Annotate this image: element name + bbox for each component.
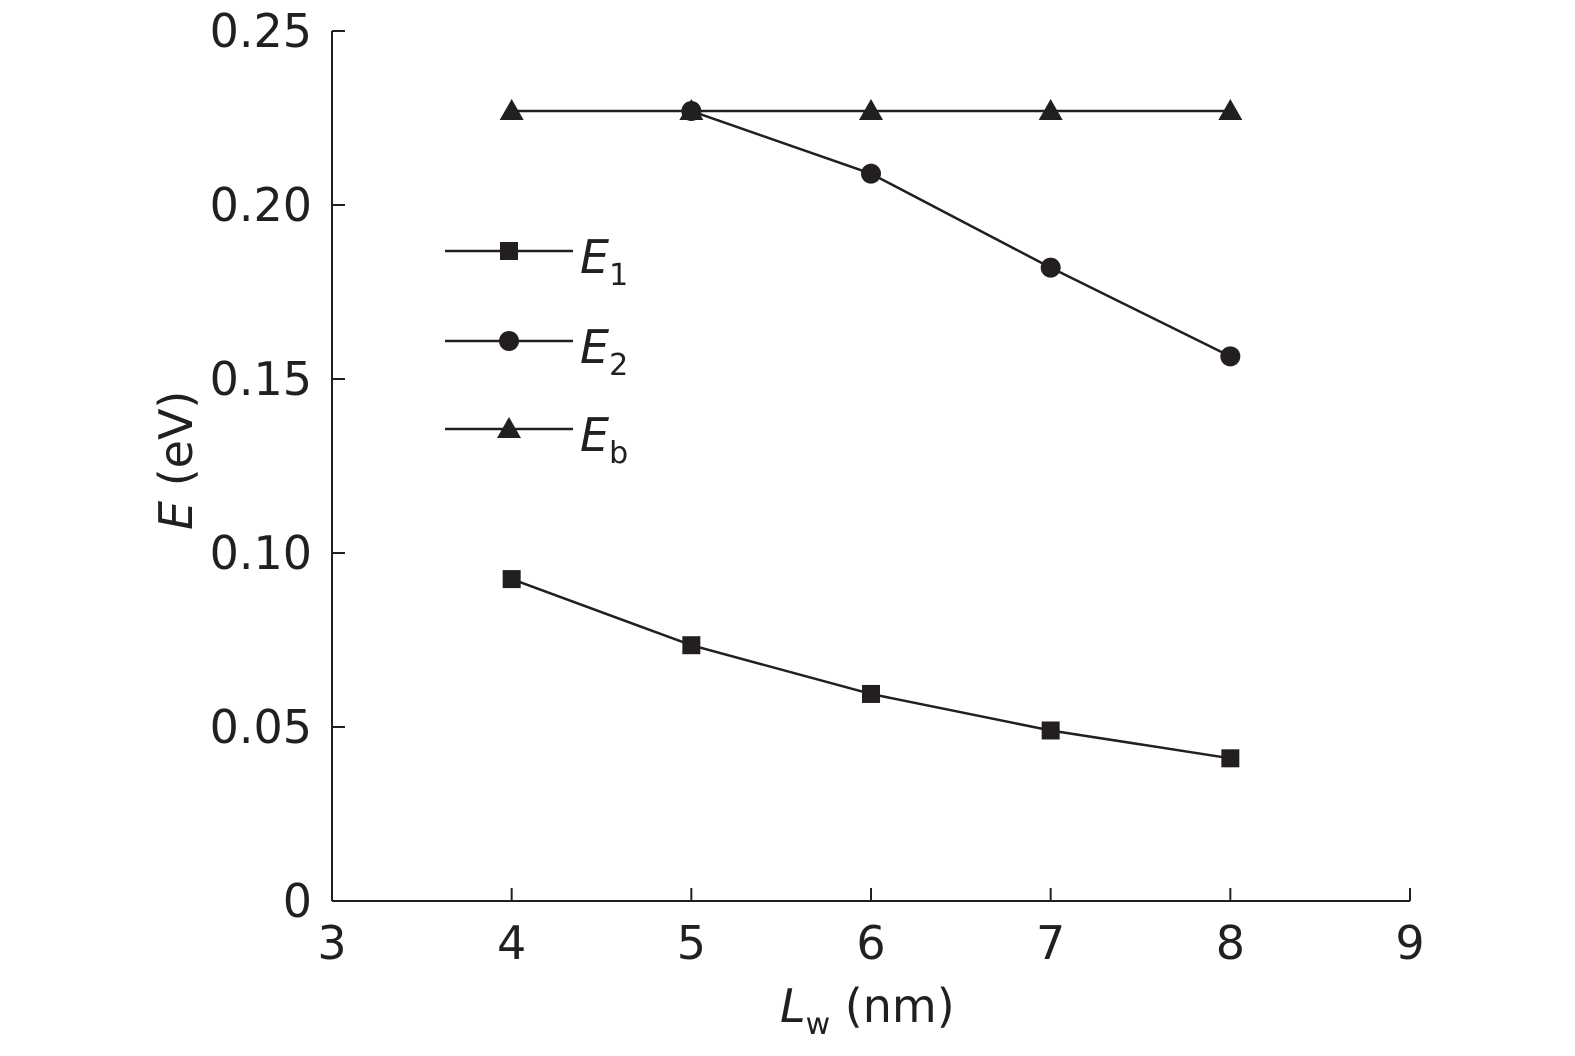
series-layer xyxy=(499,99,1243,768)
x-axis-title-unit: (nm) xyxy=(830,979,954,1033)
legend-label-sub: 2 xyxy=(609,348,628,383)
data-point-E2 xyxy=(861,163,881,184)
legend-marker xyxy=(500,242,518,260)
legend-marker xyxy=(497,417,521,438)
legend-item-E2: E2 xyxy=(445,320,628,383)
series-Eb xyxy=(499,99,1243,121)
data-point-E1 xyxy=(862,684,880,703)
legend-label: E1 xyxy=(580,230,628,293)
data-point-E2 xyxy=(1040,257,1061,278)
y-axis-title-main: E xyxy=(149,501,203,530)
y-tick-label: 0.25 xyxy=(210,4,312,58)
x-axis-title-sub: w xyxy=(806,1007,831,1042)
data-point-Eb xyxy=(1038,99,1063,121)
data-point-E1 xyxy=(682,636,701,655)
legend-item-Eb: Eb xyxy=(445,408,628,471)
y-tick-label: 0 xyxy=(283,874,312,928)
data-point-E1 xyxy=(502,570,521,589)
series-E1 xyxy=(502,570,1240,768)
legend-item-E1: E1 xyxy=(445,230,628,293)
data-point-E1 xyxy=(1221,749,1240,768)
y-axis-title-unit: (eV) xyxy=(149,391,203,501)
y-axis-title: E (eV) xyxy=(149,391,203,530)
legend-label-sub: b xyxy=(609,436,628,471)
legend-label: E2 xyxy=(580,320,628,383)
x-tick-label: 5 xyxy=(677,916,706,970)
series-E2 xyxy=(681,101,1241,367)
x-tick-label: 3 xyxy=(317,916,346,970)
legend-label-sub: 1 xyxy=(609,258,628,293)
data-point-Eb xyxy=(499,99,524,121)
axes: 3 4 5 6 7 8 9 0 0.05 0.10 0.15 0.20 0.25 xyxy=(210,4,1425,970)
legend-label-main: E xyxy=(580,408,609,462)
y-tick-label: 0.05 xyxy=(210,700,312,754)
x-tick-label: 7 xyxy=(1036,916,1065,970)
series-line-E2 xyxy=(690,109,1231,358)
data-point-E2 xyxy=(1220,346,1241,367)
y-tick-label: 0.15 xyxy=(210,352,312,406)
data-point-Eb xyxy=(1218,99,1243,121)
legend-label-main: E xyxy=(580,320,609,374)
series-line-E1 xyxy=(511,577,1231,760)
y-tick-label: 0.10 xyxy=(210,526,312,580)
legend-label: Eb xyxy=(580,408,628,471)
x-tick-label: 4 xyxy=(497,916,526,970)
x-tick-label: 9 xyxy=(1395,916,1424,970)
x-axis-title-main: L xyxy=(780,979,806,1033)
data-point-Eb xyxy=(679,99,704,121)
legend-label-main: E xyxy=(580,230,609,284)
y-tick-label: 0.20 xyxy=(210,178,312,232)
x-tick-label: 6 xyxy=(856,916,885,970)
x-tick-label: 8 xyxy=(1216,916,1245,970)
legend-marker xyxy=(499,331,519,351)
data-point-E1 xyxy=(1041,721,1060,740)
x-axis-title: Lw (nm) xyxy=(780,979,955,1042)
data-point-Eb xyxy=(859,99,883,121)
